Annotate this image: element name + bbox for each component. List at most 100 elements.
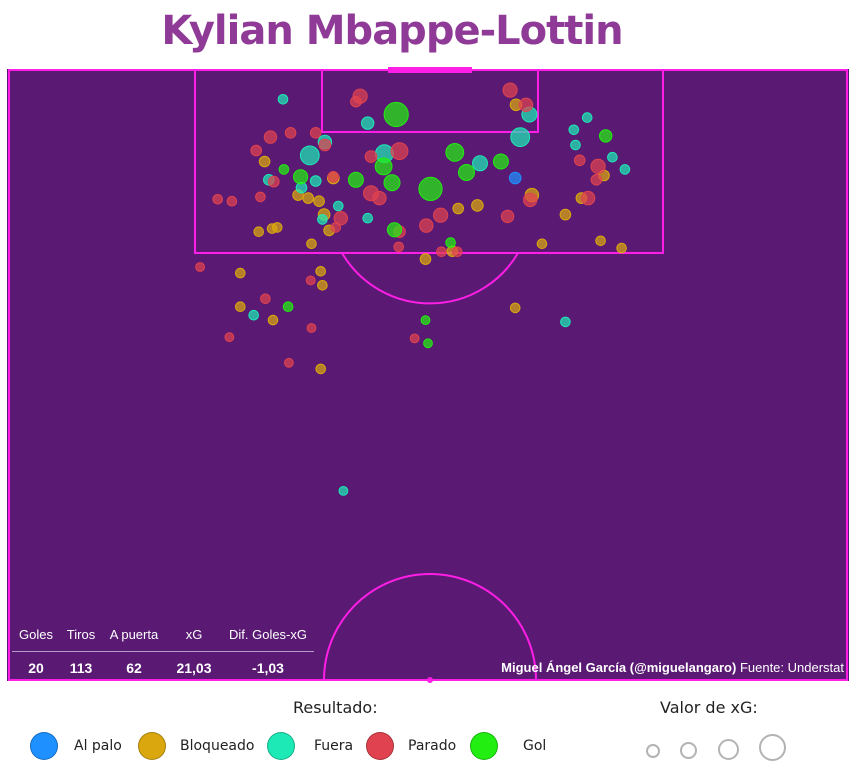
legend-label: Fuera <box>314 738 354 754</box>
shot-point-fuera <box>568 124 580 136</box>
shot-point-parado <box>580 190 596 206</box>
shot-point-gol <box>293 169 309 185</box>
shot-point-parado <box>306 323 317 333</box>
shot-point-fuera <box>338 486 349 496</box>
shot-point-bloqueado <box>559 208 572 221</box>
shot-point-bloqueado <box>452 202 465 215</box>
shot-point-fuera <box>472 155 488 172</box>
credit-line: Miguel Ángel García (@miguelangaro) Fuen… <box>501 660 844 675</box>
shot-point-parado <box>350 95 362 108</box>
legend-swatch <box>366 732 394 760</box>
stats-table: Goles Tiros A puerta xG Dif. Goles-xG 20… <box>12 624 314 679</box>
shot-point-parado <box>226 195 238 207</box>
shot-point-parado <box>433 207 449 223</box>
shot-point-parado <box>268 175 280 188</box>
legend-label: Parado <box>408 738 457 754</box>
legend-item-al-palo: Al palo <box>30 732 122 760</box>
stat-value-goles: 20 <box>28 660 44 676</box>
shot-point-gol <box>423 338 433 349</box>
shot-point-al-palo <box>508 171 522 185</box>
shot-map <box>5 67 851 683</box>
shot-point-fuera <box>570 139 581 151</box>
stat-value-xg: 21,03 <box>176 660 212 676</box>
stats-header-row: Goles Tiros A puerta xG Dif. Goles-xG <box>12 624 314 646</box>
shot-point-bloqueado <box>315 363 327 375</box>
shot-point-bloqueado <box>258 155 271 168</box>
xg-size-small <box>646 744 660 758</box>
legend-swatch <box>30 732 58 760</box>
shot-point-gol <box>458 164 475 181</box>
shot-point-gol <box>445 237 456 248</box>
shot-point-parado <box>305 275 316 286</box>
shot-point-gol <box>278 164 290 175</box>
legend-result-title: Resultado: <box>293 698 378 717</box>
shot-point-bloqueado <box>595 235 606 247</box>
shot-point-fuera <box>277 94 289 105</box>
shot-point-parado <box>452 246 463 258</box>
shot-point-fuera <box>333 200 344 212</box>
goal <box>388 67 472 73</box>
shot-point-parado <box>284 357 294 368</box>
shot-point-gol <box>383 101 409 128</box>
shot-point-gol <box>282 301 294 313</box>
shot-point-bloqueado <box>271 222 283 233</box>
legend-swatch <box>138 732 166 760</box>
stats-values-row: 20 113 62 21,03 -1,03 <box>12 657 314 679</box>
shot-point-fuera <box>317 214 328 225</box>
shot-point-fuera <box>248 309 259 321</box>
shot-point-bloqueado <box>536 238 548 250</box>
xg-size-large <box>718 739 739 760</box>
shot-point-parado <box>250 144 263 157</box>
shot-point-bloqueado <box>302 192 315 204</box>
shot-point-parado <box>500 209 515 224</box>
legend-xg-title: Valor de xG: <box>660 698 758 717</box>
shot-point-gol <box>374 157 393 176</box>
shot-point-gol <box>347 171 364 188</box>
shot-point-fuera <box>361 116 375 130</box>
shot-point-gol <box>383 174 401 192</box>
stat-header-xg: xG <box>185 627 203 642</box>
shot-point-parado <box>590 158 606 174</box>
shot-point-gol <box>386 222 403 238</box>
shot-point-parado <box>393 241 405 253</box>
shot-point-parado <box>409 333 420 344</box>
shot-point-parado <box>390 142 409 161</box>
shot-point-bloqueado <box>419 253 432 265</box>
stat-value-a-puerta: 62 <box>126 660 142 676</box>
shot-point-parado <box>260 293 271 305</box>
legend-item-fuera: Fuera <box>267 732 353 760</box>
stat-header-dif: Dif. Goles-xG <box>228 627 307 642</box>
shot-point-bloqueado <box>235 267 246 279</box>
shot-point-parado <box>318 138 332 152</box>
shot-point-fuera <box>362 212 374 224</box>
stats-divider <box>12 651 314 652</box>
shot-point-parado <box>263 130 278 144</box>
center-spot <box>427 677 433 683</box>
shot-point-bloqueado <box>235 301 246 313</box>
stat-header-tiros: Tiros <box>66 627 96 642</box>
shot-point-parado <box>195 262 206 272</box>
shot-point-gol <box>418 176 443 201</box>
shot-point-fuera <box>510 127 531 148</box>
source-credit: Fuente: Understat <box>739 660 844 675</box>
shot-point-parado <box>327 171 340 183</box>
shot-point-bloqueado <box>306 238 317 250</box>
shot-point-parado <box>436 246 447 258</box>
center-circle <box>323 573 537 681</box>
legend-swatch <box>470 732 498 760</box>
shot-point-parado <box>212 194 223 205</box>
stat-header-a-puerta: A puerta <box>109 627 159 642</box>
shot-point-parado <box>502 82 518 98</box>
shot-point-gol <box>599 129 613 143</box>
shot-point-gol <box>492 153 509 170</box>
legend-label: Al palo <box>74 738 122 754</box>
shot-point-bloqueado <box>616 242 627 254</box>
legend-label: Gol <box>523 738 547 754</box>
stat-header-goles: Goles <box>19 627 53 642</box>
shots-layer <box>195 82 631 496</box>
legend-swatch <box>267 732 295 760</box>
shot-point-bloqueado <box>313 195 325 207</box>
legend-item-parado: Parado <box>366 732 456 760</box>
shot-point-parado <box>518 97 534 113</box>
shot-point-parado <box>573 154 586 167</box>
